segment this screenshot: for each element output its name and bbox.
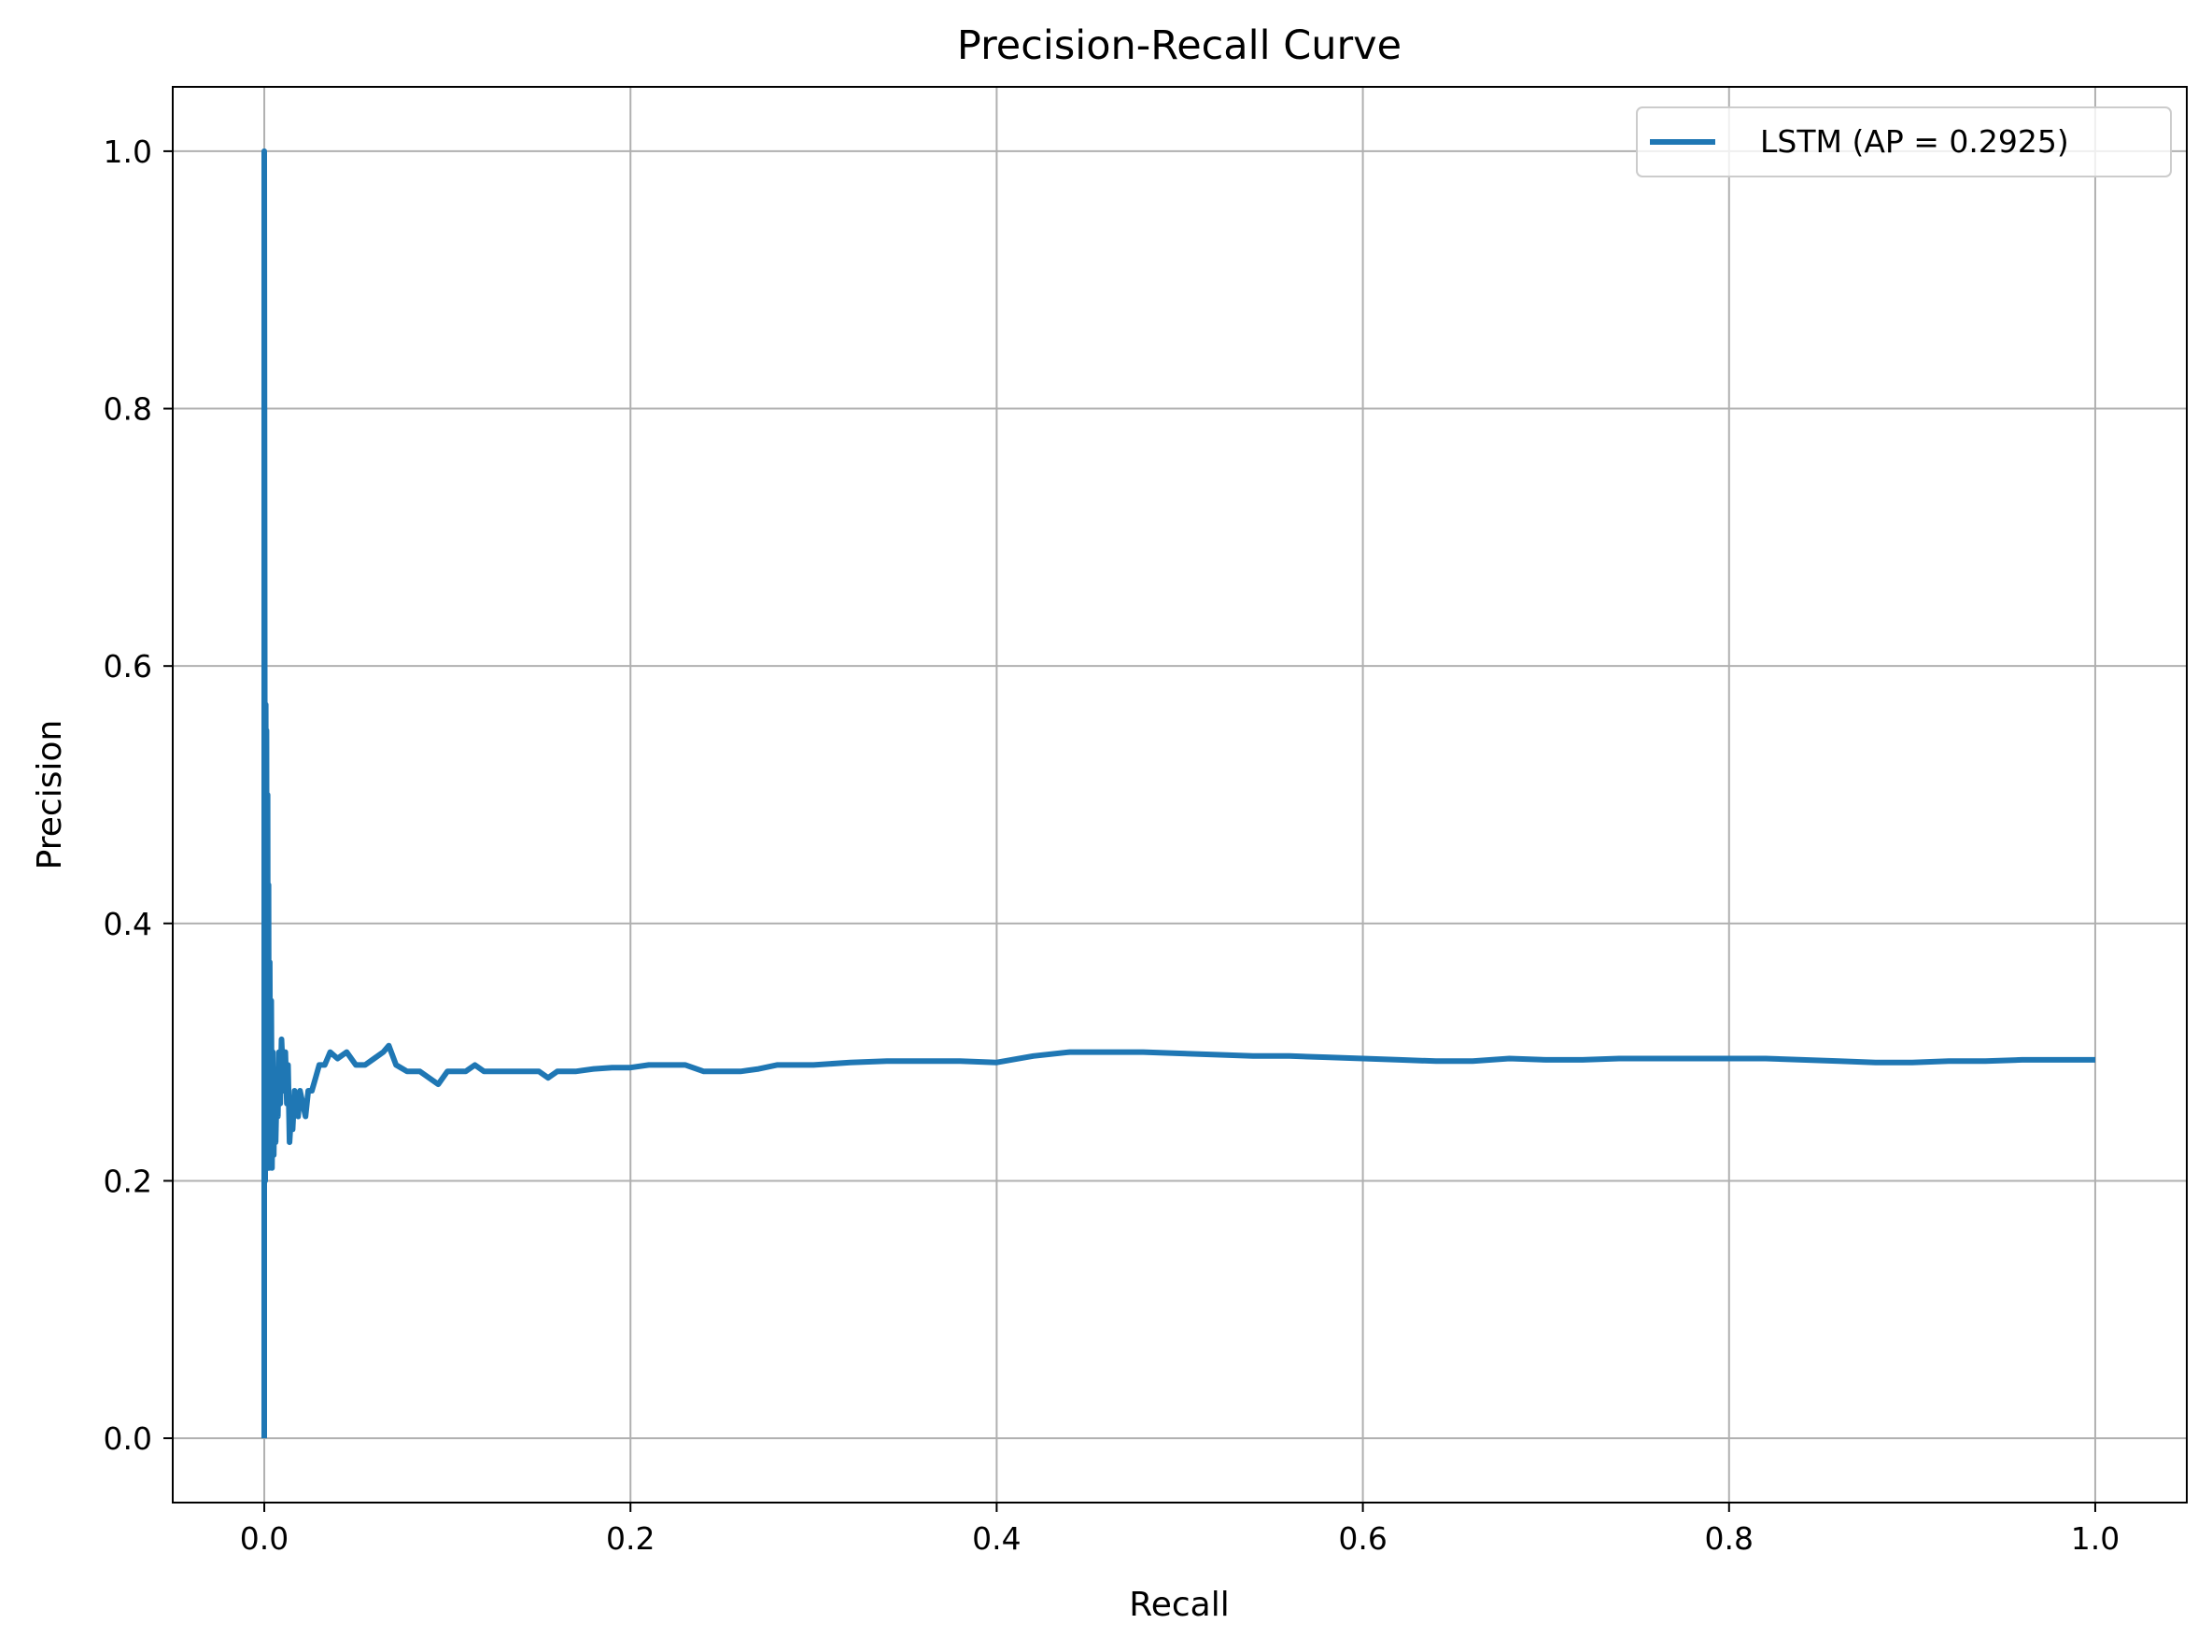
y-tick-label: 0.4	[104, 906, 152, 942]
y-tick-label: 0.6	[104, 648, 152, 685]
y-axis-title: Precision	[31, 720, 69, 870]
x-tick-label: 0.8	[1705, 1520, 1754, 1557]
x-axis-title: Recall	[1129, 1586, 1229, 1624]
legend-box	[1636, 106, 2172, 177]
x-tick-label: 1.0	[2071, 1520, 2120, 1557]
x-tick-label: 0.4	[972, 1520, 1021, 1557]
plot-area-background	[173, 87, 2187, 1503]
x-tick-label: 0.2	[606, 1520, 655, 1557]
legend-label: LSTM (AP = 0.2925)	[1760, 123, 2069, 160]
y-tick-label: 0.8	[104, 391, 152, 428]
y-tick-label: 0.0	[104, 1420, 152, 1457]
legend: LSTM (AP = 0.2925)	[1636, 106, 2172, 177]
y-tick-label: 1.0	[104, 134, 152, 170]
x-tick-label: 0.0	[240, 1520, 289, 1557]
chart-title: Precision-Recall Curve	[957, 22, 1402, 69]
y-tick-label: 0.2	[104, 1163, 152, 1199]
plot-area-frame	[172, 86, 2188, 1504]
series-line-lstm	[261, 148, 2095, 1439]
x-tick-label: 0.6	[1338, 1520, 1387, 1557]
ticks: 0.0 0.2 0.4 0.6 0.8 1.0 0.0 0.2 0.4 0.6 0.8 1.0	[104, 134, 2120, 1557]
series-layer	[261, 148, 2095, 1439]
grid	[173, 87, 2187, 1503]
